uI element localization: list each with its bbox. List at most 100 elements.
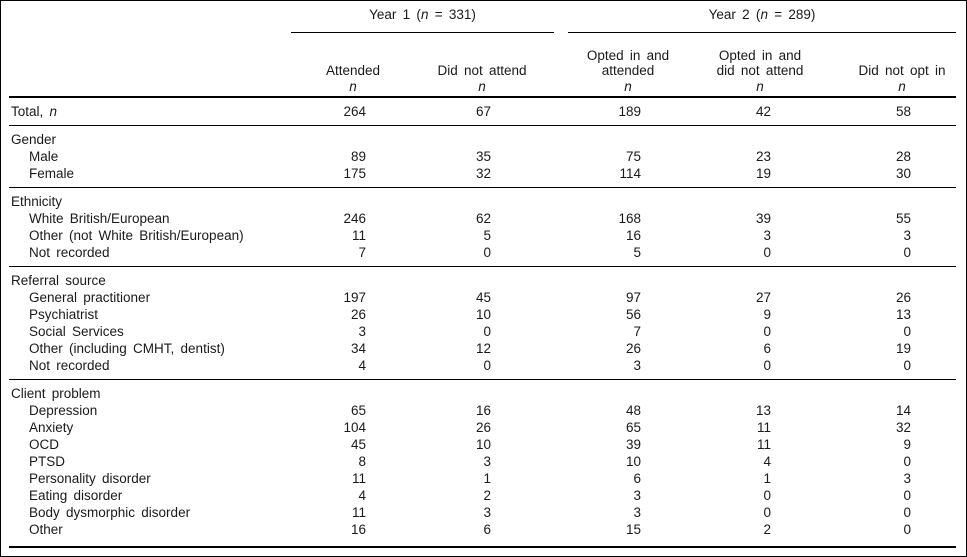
cell-value: 0 — [903, 522, 911, 537]
cell-value: 26 — [475, 420, 491, 435]
cell-value: 3 — [483, 454, 491, 469]
col-header-did-not-attend: Did not attend n — [421, 37, 543, 94]
table-row: Female 175 32 114 19 30 — [9, 165, 956, 182]
cell-value: 4 — [763, 454, 771, 469]
table-section: Client problem Depression 65 16 48 13 14 Anxiet… — [9, 380, 956, 548]
cell-value: 0 — [903, 358, 911, 373]
cell-value: 104 — [343, 420, 366, 435]
table-row: White British/European 246 62 168 39 55 — [9, 210, 956, 227]
cell-value: 89 — [350, 149, 366, 164]
cell-value: 0 — [763, 488, 771, 503]
row-label: Total, n — [11, 104, 58, 119]
cell-value: 67 — [475, 104, 491, 119]
table-row: Depression 65 16 48 13 14 — [9, 402, 956, 419]
row-label: Other — [29, 522, 63, 537]
cell-value: 3 — [633, 505, 641, 520]
cell-value: 3 — [483, 505, 491, 520]
col-header-line: Opted in and — [586, 47, 670, 63]
row-label-n-italic: n — [43, 104, 58, 119]
cell-value: 3 — [358, 324, 366, 339]
table-row: PTSD 8 3 10 4 0 — [9, 453, 956, 470]
cell-value: 3 — [903, 471, 911, 486]
col-header-n: n — [478, 78, 486, 94]
table-section: Gender Male 89 35 75 23 28 Female 175 32 114 19 30 — [9, 126, 956, 188]
cell-value: 7 — [633, 324, 641, 339]
cell-value: 42 — [755, 104, 771, 119]
cell-value: 9 — [763, 307, 771, 322]
cell-value: 9 — [903, 437, 911, 452]
year2-spanner-rule — [568, 32, 956, 33]
cell-value: 246 — [343, 211, 366, 226]
cell-value: 28 — [895, 149, 911, 164]
cell-value: 97 — [625, 290, 641, 305]
section-title: Referral source — [11, 273, 106, 288]
cell-value: 23 — [755, 149, 771, 164]
year2-label-post: = 289) — [767, 7, 816, 22]
cell-value: 0 — [483, 324, 491, 339]
cell-value: 175 — [343, 166, 366, 181]
cell-value: 34 — [350, 341, 366, 356]
table-row: Not recorded 7 0 5 0 0 — [9, 244, 956, 261]
cell-value: 3 — [633, 358, 641, 373]
cell-value: 16 — [475, 403, 491, 418]
cell-value: 62 — [475, 211, 491, 226]
col-header-opted-in-attended: Opted in and attended n — [558, 37, 698, 94]
row-label: Other (not White British/European) — [29, 228, 244, 243]
cell-value: 58 — [895, 104, 911, 119]
row-label: General practitioner — [29, 290, 151, 305]
cell-value: 11 — [351, 471, 366, 486]
table-row: Eating disorder 4 2 3 0 0 — [9, 487, 956, 504]
cell-value: 0 — [903, 505, 911, 520]
row-label: Anxiety — [29, 420, 74, 435]
row-label: Eating disorder — [29, 488, 123, 503]
col-header-attended: Attended n — [293, 37, 413, 94]
cell-value: 3 — [903, 228, 911, 243]
cell-value: 56 — [625, 307, 641, 322]
col-header-opted-in-did-not-attend: Opted in and did not attend n — [689, 37, 831, 94]
cell-value: 26 — [350, 307, 366, 322]
table-row: General practitioner 197 45 97 27 26 — [9, 289, 956, 306]
cell-value: 2 — [483, 488, 491, 503]
table-row: Psychiatrist 26 10 56 9 13 — [9, 306, 956, 323]
row-label: OCD — [29, 437, 59, 452]
section-title: Client problem — [11, 386, 101, 401]
cell-value: 168 — [618, 211, 641, 226]
cell-value: 10 — [475, 307, 491, 322]
table-row: Not recorded 4 0 3 0 0 — [9, 357, 956, 374]
cell-value: 197 — [343, 290, 366, 305]
row-label: Personality disorder — [29, 471, 151, 486]
cell-value: 12 — [475, 341, 491, 356]
year1-label-pre: Year 1 ( — [369, 7, 421, 22]
cell-value: 45 — [350, 437, 366, 452]
table-row: Anxiety 104 26 65 11 32 — [9, 419, 956, 436]
cell-value: 8 — [358, 454, 366, 469]
cell-value: 75 — [625, 149, 641, 164]
cell-value: 0 — [903, 488, 911, 503]
cell-value: 15 — [625, 522, 641, 537]
cell-value: 4 — [358, 488, 366, 503]
year1-group-header: Year 1 (n = 331) — [291, 6, 554, 24]
cell-value: 65 — [625, 420, 641, 435]
cell-value: 5 — [633, 245, 641, 260]
col-header-n: n — [624, 78, 632, 94]
cell-value: 10 — [625, 454, 641, 469]
cell-value: 0 — [763, 245, 771, 260]
cell-value: 13 — [755, 403, 771, 418]
cell-value: 0 — [903, 454, 911, 469]
year1-spanner-rule — [291, 32, 554, 33]
section-title: Gender — [11, 132, 57, 147]
table-row: Personality disorder 11 1 6 1 3 — [9, 470, 956, 487]
cell-value: 264 — [343, 104, 366, 119]
cell-value: 6 — [763, 341, 771, 356]
col-header-did-not-opt-in: Did not opt in n — [832, 37, 966, 94]
table-body: Total, n 264 67 189 42 58 Gender Male 89 35 75 23 28… — [9, 98, 956, 548]
cell-value: 11 — [351, 505, 366, 520]
col-header-line: Opted in and — [718, 47, 802, 63]
cell-value: 30 — [895, 166, 911, 181]
cell-value: 0 — [483, 358, 491, 373]
cell-value: 0 — [903, 245, 911, 260]
cell-value: 11 — [756, 437, 771, 452]
cell-value: 0 — [763, 324, 771, 339]
row-label: Male — [29, 149, 59, 164]
cell-value: 0 — [763, 505, 771, 520]
